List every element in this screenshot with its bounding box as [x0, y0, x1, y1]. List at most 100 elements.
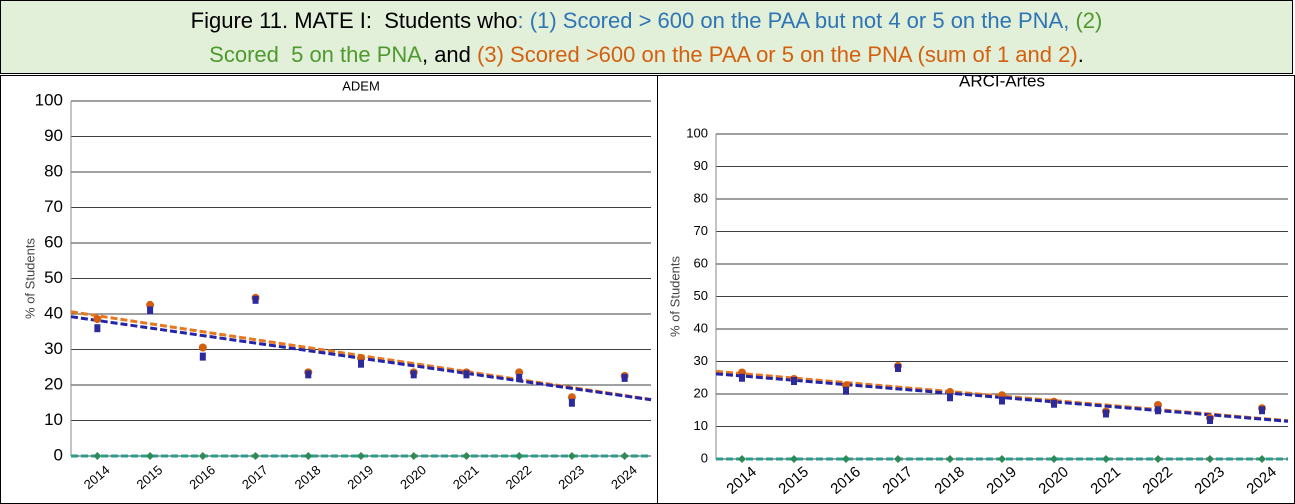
- y-tick-label: 90: [44, 126, 63, 145]
- point: [843, 386, 849, 395]
- x-tick-label: 2023: [555, 462, 587, 492]
- point: [1051, 399, 1057, 408]
- x-tick-label: 2022: [1139, 463, 1175, 497]
- point: [409, 452, 418, 460]
- point: [515, 452, 524, 460]
- header-text: (2): [1069, 8, 1103, 33]
- point: [410, 370, 417, 379]
- point: [567, 452, 576, 460]
- point: [199, 352, 206, 361]
- x-tick-label: 2019: [344, 462, 376, 492]
- point: [1259, 406, 1265, 415]
- y-tick-label: 0: [701, 450, 708, 465]
- point: [304, 452, 313, 460]
- point: [198, 452, 207, 460]
- y-tick-label: 40: [44, 303, 63, 322]
- y-axis-label: % of Students: [667, 256, 682, 337]
- point: [895, 364, 901, 372]
- point: [999, 396, 1005, 405]
- point: [1258, 455, 1266, 463]
- point: [842, 455, 850, 463]
- point: [947, 393, 953, 402]
- point: [738, 455, 746, 463]
- point: [357, 452, 365, 460]
- header-text: (3) Scored >600 on the PAA or 5 on the P…: [477, 42, 1078, 67]
- x-tick-label: 2015: [134, 462, 166, 492]
- point: [894, 455, 902, 463]
- y-tick-label: 60: [694, 255, 708, 270]
- x-tick-label: 2022: [503, 462, 535, 492]
- x-tick-label: 2024: [1243, 463, 1279, 497]
- header-line: Figure 11. MATE I: Students who: (1) Sco…: [1, 4, 1292, 38]
- header-text: .: [1077, 42, 1084, 67]
- point: [146, 452, 155, 460]
- y-tick-label: 50: [44, 268, 63, 287]
- header-text: : (1) Scored > 600 on the PAA but not 4 …: [517, 8, 1070, 33]
- header-text: Scored 5 on the PNA: [209, 42, 422, 67]
- x-tick-label: 2017: [879, 463, 915, 497]
- y-tick-label: 0: [54, 445, 63, 464]
- point: [620, 452, 629, 460]
- y-tick-label: 20: [44, 374, 63, 393]
- point: [1155, 406, 1161, 415]
- x-tick-label: 2015: [775, 463, 811, 497]
- figure-header: Figure 11. MATE I: Students who: (1) Sco…: [0, 0, 1293, 74]
- y-tick-label: 30: [694, 353, 708, 368]
- header-line: Scored 5 on the PNA, and (3) Scored >600…: [1, 38, 1292, 72]
- chart-title: ADEM: [342, 78, 380, 93]
- point: [93, 315, 102, 324]
- point: [1154, 455, 1162, 463]
- y-tick-label: 20: [694, 385, 708, 400]
- point: [1207, 416, 1213, 424]
- point: [305, 370, 312, 379]
- chart-title: ARCI-Artes: [959, 75, 1045, 90]
- y-tick-label: 80: [44, 161, 63, 180]
- point: [1102, 455, 1110, 463]
- y-tick-label: 10: [44, 410, 63, 429]
- x-tick-label: 2021: [1087, 463, 1123, 497]
- y-tick-label: 70: [694, 223, 708, 238]
- chart-panel: ADEM % of Students 0 10 20 30 40 50 60 70 80 90 100 2…: [0, 75, 658, 504]
- y-tick-label: 30: [44, 339, 63, 358]
- point: [251, 452, 260, 460]
- y-tick-label: 80: [694, 190, 708, 205]
- point: [93, 452, 102, 460]
- point: [946, 455, 954, 463]
- point: [998, 455, 1006, 463]
- point: [1206, 455, 1214, 463]
- y-tick-label: 50: [694, 288, 708, 303]
- y-tick-label: 40: [694, 320, 708, 335]
- x-tick-label: 2014: [81, 462, 113, 492]
- y-tick-label: 60: [44, 232, 63, 251]
- y-tick-label: 100: [686, 125, 708, 140]
- x-tick-label: 2020: [1035, 463, 1071, 497]
- x-tick-label: 2016: [186, 462, 218, 492]
- point: [463, 370, 470, 379]
- point: [791, 377, 797, 385]
- point: [358, 359, 364, 368]
- point: [1050, 455, 1058, 463]
- y-tick-label: 100: [35, 90, 63, 109]
- point: [1103, 409, 1109, 418]
- point: [252, 295, 259, 304]
- y-tick-label: 10: [694, 418, 708, 433]
- header-text: Figure 11. MATE I: Students who: [190, 8, 518, 33]
- header-text: , and: [421, 42, 478, 67]
- point: [462, 452, 471, 460]
- x-tick-label: 2020: [397, 462, 429, 492]
- x-tick-label: 2018: [292, 462, 324, 492]
- x-tick-label: 2017: [239, 462, 271, 492]
- point: [739, 373, 745, 382]
- point: [516, 373, 523, 382]
- point: [94, 324, 101, 333]
- trend-line: [715, 369, 1289, 423]
- chart-panel: ARCI-Artes % of Students 0 10 20 30 40 50 60 70 80…: [657, 75, 1295, 504]
- x-tick-label: 2018: [931, 463, 967, 497]
- x-tick-label: 2024: [608, 462, 640, 492]
- y-axis-label: % of Students: [22, 238, 37, 319]
- x-tick-label: 2019: [983, 463, 1019, 497]
- point: [568, 398, 575, 407]
- y-tick-label: 90: [694, 158, 708, 173]
- y-tick-label: 70: [44, 197, 63, 216]
